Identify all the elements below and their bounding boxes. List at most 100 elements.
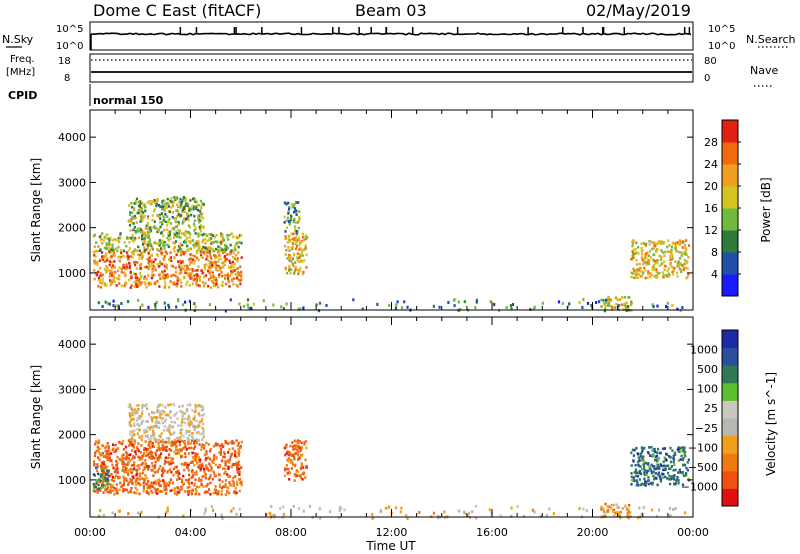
data-cell	[647, 262, 650, 266]
data-cell	[150, 244, 153, 248]
data-cell	[645, 471, 648, 475]
data-cell	[171, 204, 174, 208]
data-cell	[443, 510, 446, 514]
data-cell	[632, 256, 636, 260]
data-cell	[101, 232, 104, 235]
data-cell	[105, 455, 108, 459]
data-cell	[217, 258, 221, 262]
data-cell	[676, 262, 680, 265]
data-cell	[130, 221, 133, 224]
data-cell	[188, 226, 191, 229]
data-cell	[296, 470, 299, 473]
data-cell	[144, 478, 147, 481]
data-cell	[160, 221, 163, 224]
data-cell	[227, 467, 230, 470]
data-cell	[679, 458, 682, 461]
data-cell	[178, 229, 181, 233]
data-cell	[182, 240, 186, 244]
data-cell	[187, 442, 190, 446]
data-cell	[262, 299, 265, 303]
data-cell	[195, 431, 198, 435]
data-cell	[299, 474, 302, 478]
data-cell	[158, 265, 161, 268]
data-cell	[215, 283, 218, 286]
data-cell	[193, 428, 196, 432]
data-cell	[641, 482, 644, 486]
data-cell	[293, 207, 297, 210]
data-cell	[510, 514, 513, 518]
data-cell	[163, 280, 166, 284]
data-cell	[92, 482, 95, 486]
data-cell	[150, 461, 154, 465]
data-cell	[143, 429, 146, 432]
data-cell	[646, 276, 649, 279]
data-cell	[218, 465, 221, 469]
data-cell	[181, 222, 184, 225]
data-cell	[161, 270, 164, 273]
data-cell	[157, 455, 160, 459]
data-cell	[142, 477, 145, 481]
data-cell	[166, 224, 169, 227]
data-cell	[174, 283, 177, 286]
data-cell	[137, 449, 140, 453]
data-cell	[125, 457, 128, 461]
data-cell	[620, 303, 623, 307]
x-tick-label: 20:00	[577, 526, 609, 539]
data-cell	[171, 202, 174, 205]
data-cell	[643, 469, 647, 472]
data-cell	[135, 470, 139, 474]
data-cell	[203, 238, 207, 241]
data-cell	[237, 245, 240, 249]
nsearch-label: N.Search	[746, 33, 796, 46]
data-cell	[125, 445, 128, 449]
data-cell	[152, 425, 155, 428]
data-cell	[101, 255, 104, 258]
data-cell	[175, 209, 178, 213]
data-cell	[191, 461, 194, 464]
data-cell	[657, 473, 660, 476]
data-cell	[190, 423, 193, 426]
data-cell	[93, 250, 96, 254]
data-cell	[224, 485, 227, 488]
data-cell	[172, 461, 175, 465]
data-cell	[677, 459, 680, 462]
data-cell	[232, 282, 235, 286]
data-cell	[188, 419, 191, 422]
data-cell	[677, 260, 680, 263]
data-cell	[151, 451, 154, 454]
data-cell	[200, 419, 203, 423]
data-cell	[170, 488, 174, 492]
data-cell	[96, 472, 100, 476]
data-cell	[204, 472, 207, 476]
data-cell	[343, 508, 346, 512]
data-cell	[156, 280, 159, 283]
data-cell	[195, 200, 198, 204]
data-cell	[153, 487, 156, 490]
data-cell	[99, 286, 102, 289]
data-cell	[112, 304, 115, 308]
data-cell	[149, 415, 152, 419]
data-cell	[195, 256, 198, 260]
data-cell	[151, 441, 154, 445]
data-cell	[224, 464, 227, 467]
data-cell	[196, 242, 199, 245]
data-cell	[217, 260, 220, 263]
data-cell	[290, 215, 293, 218]
data-cell	[163, 228, 166, 232]
data-cell	[230, 249, 233, 252]
data-cell	[138, 436, 141, 439]
data-cell	[94, 442, 97, 446]
data-cell	[141, 201, 144, 205]
data-cell	[649, 275, 652, 278]
data-cell	[236, 483, 239, 486]
x-tick-label: 08:00	[275, 526, 307, 539]
data-cell	[231, 260, 234, 264]
data-cell	[235, 491, 238, 495]
data-cell	[225, 273, 228, 277]
data-cell	[195, 240, 198, 243]
data-cell	[104, 484, 107, 488]
data-cell	[199, 230, 202, 233]
data-cell	[150, 425, 153, 429]
data-cell	[297, 219, 300, 223]
